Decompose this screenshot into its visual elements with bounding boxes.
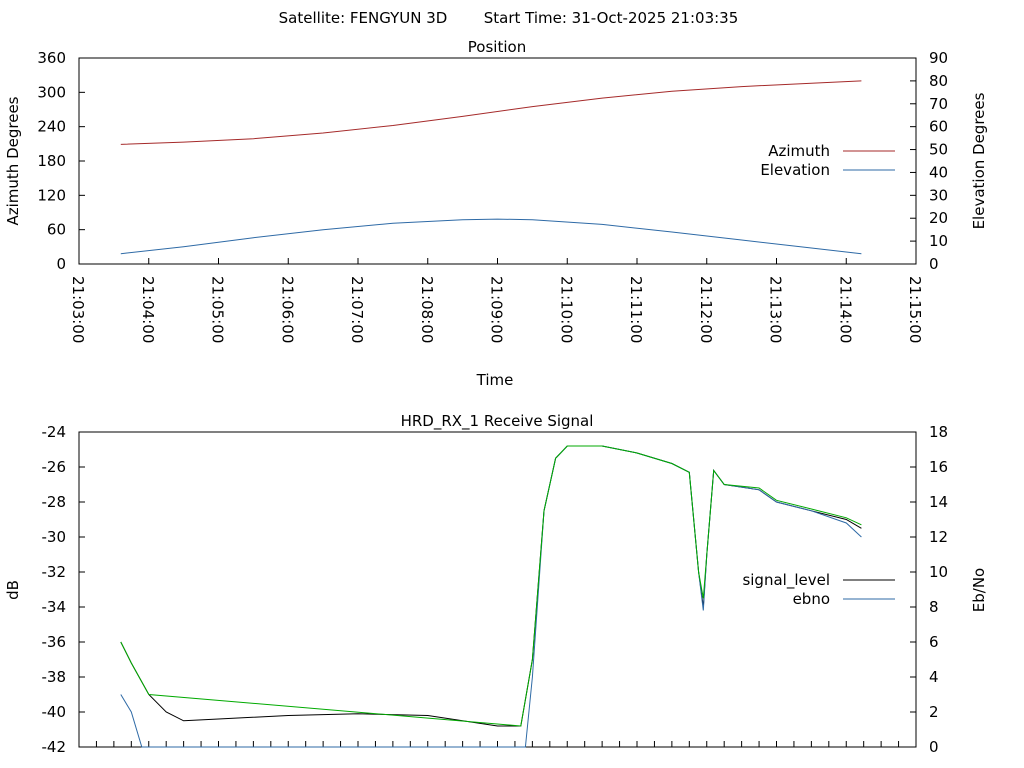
position-y-tick-label: 180 — [37, 152, 66, 170]
position-y2-tick-label: 40 — [929, 163, 948, 181]
position-x-tick-label: 21:14:00 — [836, 276, 854, 343]
signal-y2-tick-label: 12 — [929, 528, 948, 546]
signal-y2-tick-label: 18 — [929, 423, 948, 441]
position-x-tick-label: 21:05:00 — [209, 276, 227, 343]
position-y2-tick-label: 30 — [929, 186, 948, 204]
signal-y-tick-label: -28 — [42, 493, 67, 511]
position-x-tick-label: 21:06:00 — [278, 276, 296, 343]
signal-y2-tick-label: 8 — [929, 598, 939, 616]
position-x-tick-label: 21:09:00 — [488, 276, 506, 343]
legend-azimuth-label: Azimuth — [768, 142, 830, 160]
signal-y-axis-label: dB — [4, 580, 22, 600]
signal-y-tick-label: -26 — [42, 458, 67, 476]
legend-elevation-label: Elevation — [760, 161, 830, 179]
position-y2-tick-label: 50 — [929, 141, 948, 159]
legend-signal-level-label: signal_level — [742, 571, 830, 590]
signal-y2-tick-label: 2 — [929, 703, 939, 721]
position-x-tick-label: 21:08:00 — [418, 276, 436, 343]
signal-y2-axis-label: Eb/No — [970, 568, 988, 612]
position-x-tick-label: 21:11:00 — [627, 276, 645, 343]
signal-series-2-line — [120, 445, 862, 727]
signal-y-tick-label: -36 — [42, 633, 67, 651]
signal-y-tick-label: -32 — [42, 563, 67, 581]
position-y2-tick-label: 70 — [929, 95, 948, 113]
position-y2-tick-label: 60 — [929, 118, 948, 136]
position-y2-tick-label: 80 — [929, 72, 948, 90]
position-elevation-line — [120, 218, 862, 255]
signal-chart-title: HRD_RX_1 Receive Signal — [401, 412, 594, 431]
position-y-tick-label: 120 — [37, 186, 66, 204]
position-y2-tick-label: 0 — [929, 255, 939, 273]
position-y-axis-label: Azimuth Degrees — [4, 96, 22, 225]
signal-y2-tick-label: 14 — [929, 493, 948, 511]
position-x-tick-label: 21:03:00 — [69, 276, 87, 343]
position-x-tick-label: 21:04:00 — [139, 276, 157, 343]
position-y-tick-label: 240 — [37, 118, 66, 136]
signal-y-tick-label: -34 — [42, 598, 67, 616]
satellite-label: Satellite: FENGYUN 3D — [279, 9, 448, 27]
position-x-tick-label: 21:15:00 — [906, 276, 924, 343]
signal-y-tick-label: -30 — [42, 528, 67, 546]
signal-y-tick-label: -38 — [42, 668, 67, 686]
position-chart-title: Position — [468, 38, 526, 56]
position-y2-tick-label: 10 — [929, 232, 948, 250]
signal-y2-tick-label: 10 — [929, 563, 948, 581]
signal-y-tick-label: -42 — [42, 738, 67, 756]
position-y2-tick-label: 20 — [929, 209, 948, 227]
chart-marks-layer: 060120180240300360010203040506070809021:… — [37, 49, 948, 756]
position-y2-tick-label: 90 — [929, 49, 948, 67]
position-y2-axis-label: Elevation Degrees — [970, 92, 988, 229]
position-x-axis-label: Time — [476, 371, 514, 389]
position-azimuth-line — [120, 80, 862, 145]
signal-y-tick-label: -24 — [42, 423, 67, 441]
signal-y-tick-label: -40 — [42, 703, 67, 721]
position-y-tick-label: 0 — [56, 255, 66, 273]
signal-y2-tick-label: 16 — [929, 458, 948, 476]
position-y-tick-label: 60 — [47, 221, 66, 239]
position-x-tick-label: 21:12:00 — [697, 276, 715, 343]
legend-ebno-label: ebno — [793, 590, 830, 608]
position-y-tick-label: 360 — [37, 49, 66, 67]
signal-y2-tick-label: 0 — [929, 738, 939, 756]
position-x-tick-label: 21:07:00 — [348, 276, 366, 343]
position-x-tick-label: 21:10:00 — [557, 276, 575, 343]
signal-y2-tick-label: 4 — [929, 668, 939, 686]
signal-y2-tick-label: 6 — [929, 633, 939, 651]
signal-plot-frame — [78, 431, 917, 748]
position-x-tick-label: 21:13:00 — [767, 276, 785, 343]
position-y-tick-label: 300 — [37, 83, 66, 101]
start-time-label: Start Time: 31-Oct-2025 21:03:35 — [484, 9, 739, 27]
